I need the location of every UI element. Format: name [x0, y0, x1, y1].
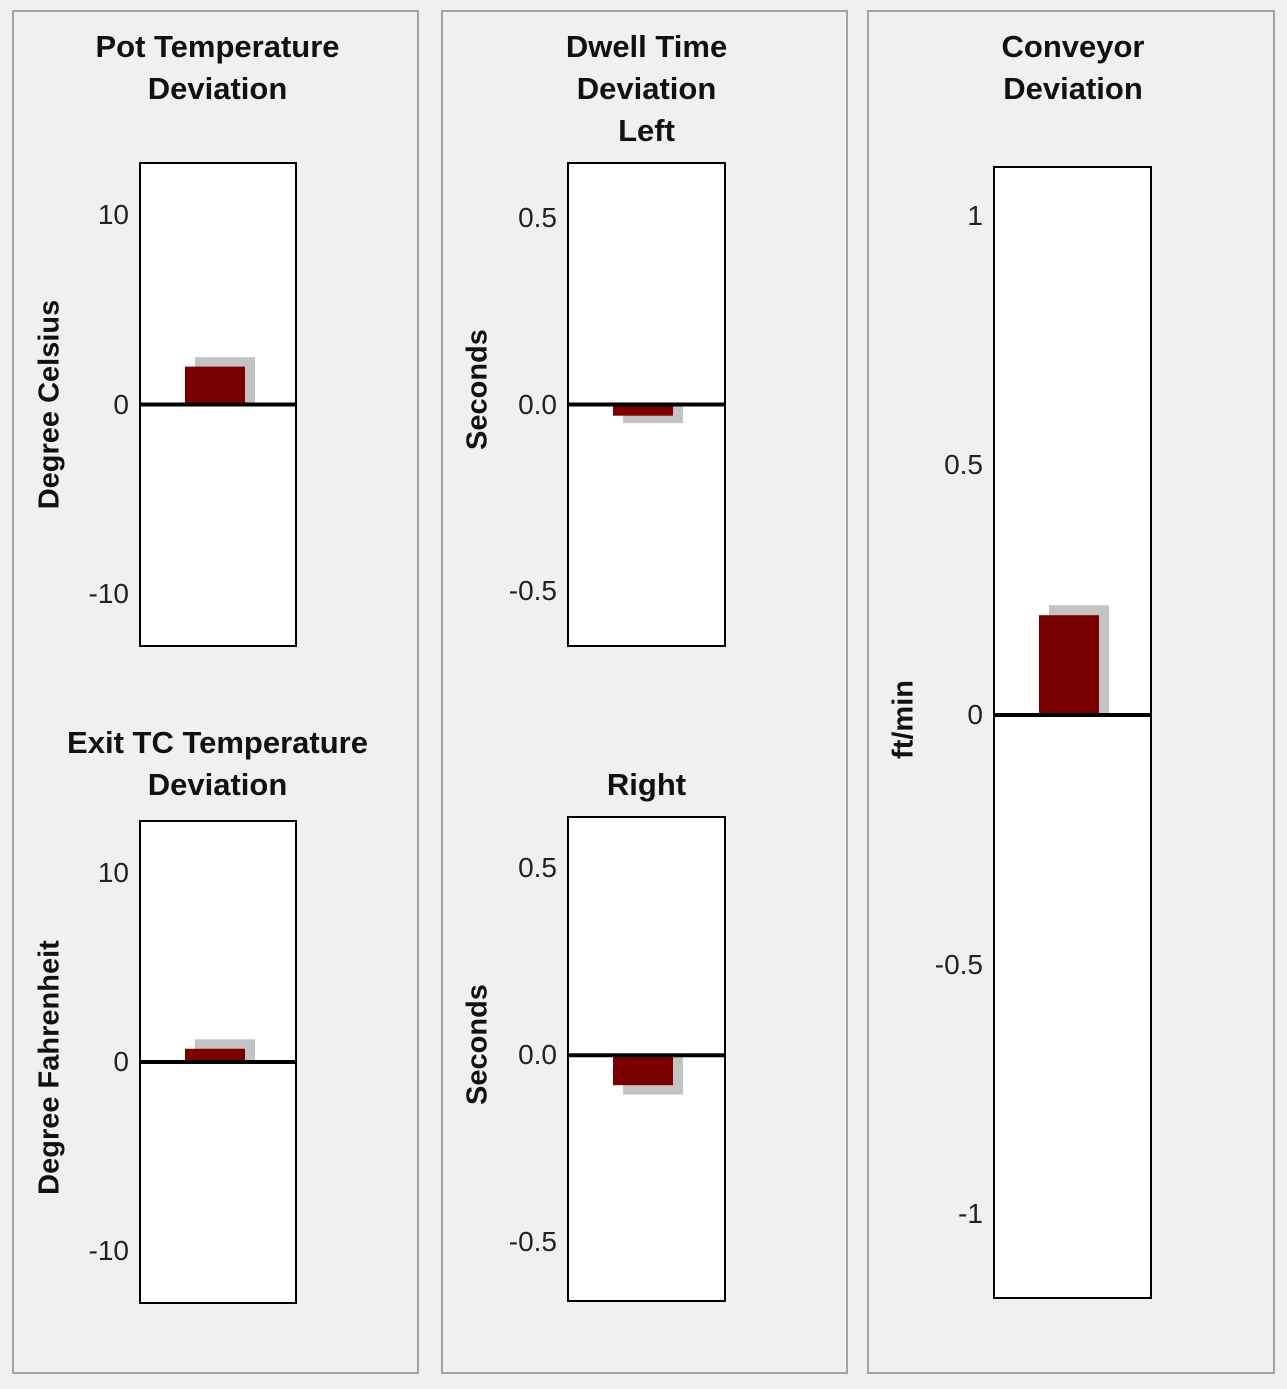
y-tick-label: 0 [967, 699, 983, 731]
y-tick-label: 0.0 [518, 1039, 557, 1071]
plot-area [993, 166, 1152, 1299]
dwell-right-title: Right [443, 764, 850, 806]
y-tick-label: 1 [967, 199, 983, 231]
exit-title-line1: Exit TC Temperature [67, 725, 368, 760]
y-tick-label: 10 [97, 199, 129, 231]
pot-title-line1: Pot Temperature [95, 29, 340, 64]
y-tick-label: -10 [88, 577, 129, 609]
y-tick-label: -1 [958, 1198, 983, 1230]
dwell-title-line1: Dwell Time [565, 29, 728, 64]
exit-tc-title: Exit TC Temperature Deviation [14, 722, 421, 806]
value-bar [613, 404, 673, 416]
y-tick-label: 10 [97, 856, 129, 888]
y-axis-label: ft/min [887, 680, 920, 759]
y-tick-label: -0.5 [508, 575, 557, 607]
y-tick-label: 0.5 [518, 201, 557, 233]
y-tick-label: 0.5 [518, 852, 557, 884]
value-bar [613, 1055, 673, 1086]
y-tick-label: -0.5 [508, 1226, 557, 1258]
pot-temperature-title: Pot Temperature Deviation [14, 26, 421, 110]
y-tick-label: 0.5 [944, 449, 983, 481]
value-bar [185, 366, 245, 405]
value-bar [185, 1048, 245, 1062]
y-tick-label: -0.5 [934, 948, 983, 980]
dwell-time-title: Dwell Time Deviation Left [443, 26, 850, 152]
value-bar [1039, 615, 1099, 716]
dwell-title-line2: Deviation [576, 71, 717, 106]
conveyor-title-line2: Deviation [1003, 71, 1143, 106]
dwell-right-title-text: Right [606, 767, 687, 802]
y-tick-label: 0.0 [518, 388, 557, 420]
y-tick-label: -10 [88, 1235, 129, 1267]
y-tick-label: 0 [113, 388, 129, 420]
exit-title-line2: Deviation [147, 767, 288, 802]
y-tick-label: 0 [113, 1046, 129, 1077]
conveyor-title-line1: Conveyor [1001, 29, 1145, 64]
dwell-title-line3: Left [618, 113, 675, 148]
pot-title-line2: Deviation [147, 71, 288, 106]
conveyor-title: Conveyor Deviation [869, 26, 1277, 110]
